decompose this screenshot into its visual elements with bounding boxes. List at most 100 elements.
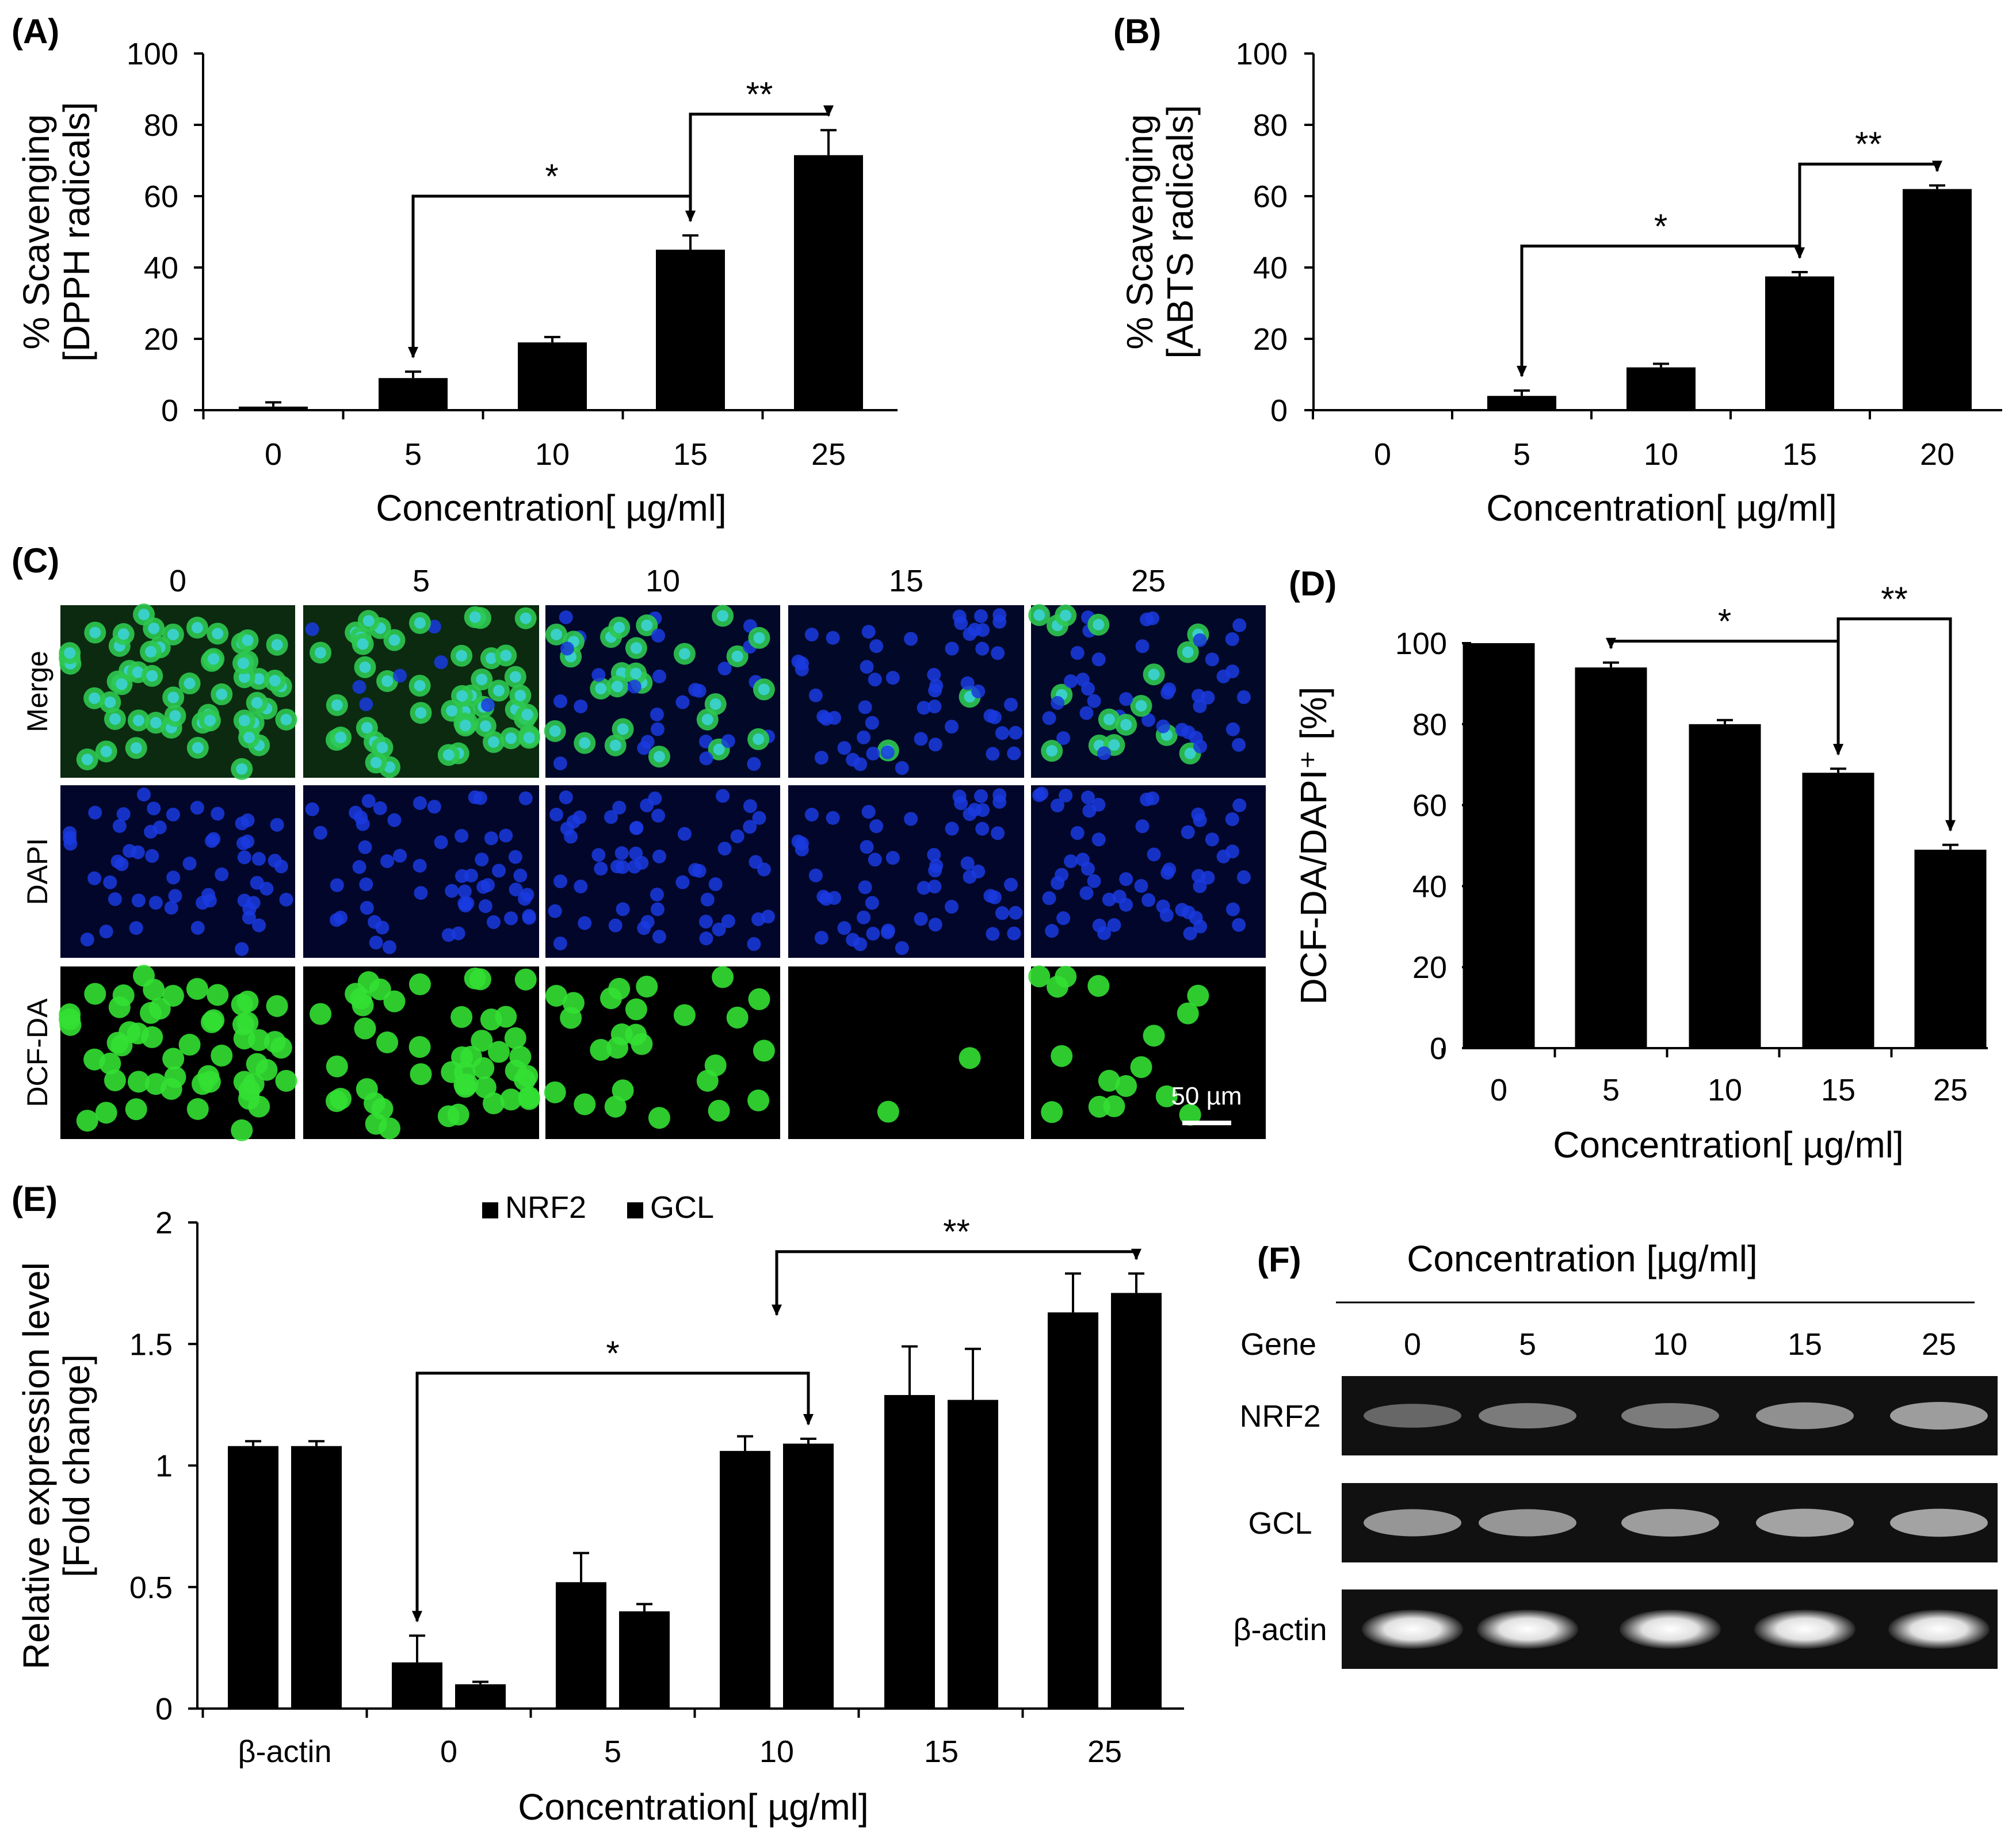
nucleus xyxy=(1064,854,1078,869)
nucleus xyxy=(717,842,732,856)
nucleus xyxy=(1056,911,1071,926)
dcf-cell xyxy=(471,1030,493,1052)
y-axis-title: [ABTS radicals] xyxy=(1159,105,1201,358)
chart-b-abts: 0 20 40 60 80 100 0 5 10 15 20 Concentration[ µg/ml… xyxy=(1119,37,2002,529)
merge-nucleus xyxy=(388,634,400,646)
nucleus xyxy=(1193,879,1207,893)
nucleus xyxy=(865,716,879,730)
dcf-cell xyxy=(141,1026,163,1048)
merge-nucleus xyxy=(500,649,512,662)
nucleus xyxy=(1160,866,1175,880)
nucleus xyxy=(236,836,251,850)
nucleus xyxy=(885,851,900,865)
merge-nucleus xyxy=(167,628,179,640)
merge-nucleus xyxy=(442,749,455,761)
merge-nucleus xyxy=(362,615,375,627)
merge-nucleus xyxy=(414,617,426,629)
merge-nucleus xyxy=(1060,609,1072,621)
nucleus xyxy=(675,875,690,889)
dcf-cell xyxy=(636,976,658,998)
dcf-cell xyxy=(140,1002,162,1024)
merge-nucleus xyxy=(678,648,690,660)
merge-nucleus xyxy=(709,698,721,710)
nucleus xyxy=(352,680,366,694)
y-tick-label: 40 xyxy=(1412,869,1447,904)
nucleus xyxy=(359,877,373,892)
column-label: 25 xyxy=(1131,564,1166,598)
nucleus xyxy=(708,877,723,891)
merge-nucleus xyxy=(100,746,112,758)
dcf-cell xyxy=(408,1035,431,1058)
nucleus xyxy=(975,821,990,836)
merge-nucleus xyxy=(238,714,250,727)
nucleus xyxy=(991,646,1005,660)
nucleus xyxy=(869,639,884,654)
nucleus xyxy=(1097,746,1112,761)
nucleus xyxy=(604,810,618,824)
y-axis-title: [DPPH radicals] xyxy=(56,102,97,362)
y-tick-label: 20 xyxy=(1253,322,1288,357)
nucleus xyxy=(166,870,181,885)
merge-nucleus xyxy=(243,732,255,744)
merge-nucleus xyxy=(609,739,621,751)
dcf-cell xyxy=(545,984,568,1007)
dcf-cell xyxy=(264,1031,286,1053)
x-tick-label: 20 xyxy=(1920,437,1954,472)
nucleus xyxy=(215,867,229,881)
nucleus xyxy=(574,699,588,713)
dcf-cell xyxy=(211,1044,233,1067)
nucleus xyxy=(614,846,629,861)
nucleus xyxy=(207,832,221,846)
x-tick-label: 10 xyxy=(1644,437,1678,472)
nucleus xyxy=(963,627,977,641)
dcf-cell xyxy=(472,1057,495,1079)
nucleus xyxy=(148,896,163,910)
nucleus xyxy=(548,904,562,918)
nucleus xyxy=(885,671,900,685)
nucleus xyxy=(699,751,713,766)
nucleus xyxy=(650,707,664,721)
bar xyxy=(1689,724,1761,1048)
nucleus xyxy=(960,676,975,690)
nucleus xyxy=(560,641,574,656)
nucleus xyxy=(945,821,959,836)
micrograph-tile xyxy=(1031,785,1266,958)
nucleus xyxy=(147,801,161,816)
nucleus xyxy=(1225,722,1240,736)
merge-nucleus xyxy=(376,742,388,754)
nucleus xyxy=(1156,899,1170,914)
nucleus xyxy=(427,800,441,814)
nucleus xyxy=(1232,798,1247,812)
merge-nucleus xyxy=(479,720,491,732)
merge-nucleus xyxy=(630,667,642,679)
merge-nucleus xyxy=(717,610,729,622)
nucleus xyxy=(868,672,882,687)
bar xyxy=(1626,367,1696,410)
nucleus xyxy=(904,632,918,646)
nucleus xyxy=(1045,924,1059,938)
lane-label: 25 xyxy=(1922,1327,1956,1362)
nucleus xyxy=(1091,832,1106,847)
nucleus xyxy=(520,888,534,902)
nucleus xyxy=(895,941,909,956)
nucleus xyxy=(486,915,501,929)
merge-nucleus xyxy=(132,666,144,678)
gel-band xyxy=(1754,1610,1855,1649)
significance-bracket xyxy=(1520,244,1801,376)
nucleus xyxy=(712,922,726,937)
y-tick-label: 0 xyxy=(155,1692,173,1726)
bracket-arrow xyxy=(1932,161,1942,173)
nucleus xyxy=(976,623,990,637)
nucleus xyxy=(594,861,608,876)
nucleus xyxy=(441,928,456,942)
dcf-cell xyxy=(608,977,631,1000)
nucleus xyxy=(627,859,642,874)
dcf-cell xyxy=(1187,984,1209,1007)
nucleus xyxy=(743,799,757,813)
gel-band xyxy=(1756,1402,1854,1430)
nucleus xyxy=(413,858,427,873)
legend-swatch-gcl xyxy=(627,1202,643,1218)
dcf-cell xyxy=(606,1037,629,1059)
nucleus xyxy=(986,747,1000,761)
merge-nucleus xyxy=(271,639,283,651)
